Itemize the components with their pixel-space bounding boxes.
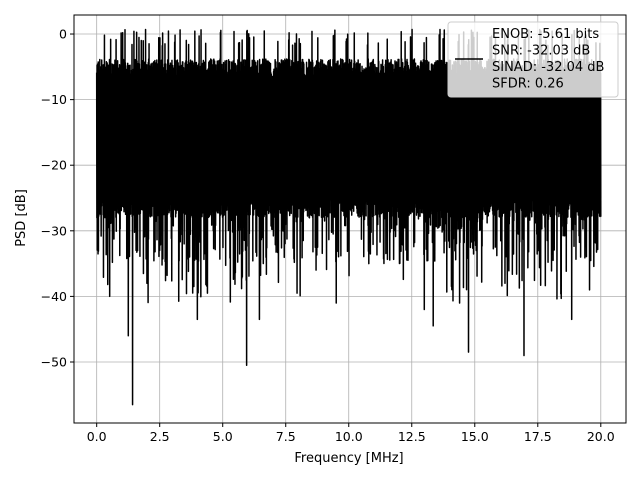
axes: 0.0 2.5 5.0 7.5 10.0 12.5 15.0 17.5 20.0 0 −10 −20 −… — [41, 14, 627, 444]
x-tick-label: 2.5 — [150, 429, 170, 444]
x-tick-label: 12.5 — [398, 429, 426, 444]
y-tick-label: −20 — [41, 158, 67, 173]
psd-series-line — [95, 28, 602, 406]
y-tick-label: −10 — [41, 92, 67, 107]
y-tick-label: −50 — [41, 354, 67, 369]
x-tick-label: 10.0 — [335, 429, 363, 444]
legend-entry-line: SFDR: 0.26 — [492, 77, 564, 92]
x-tick-label: 20.0 — [587, 429, 615, 444]
legend-entry-line: ENOB: -5.61 bits — [492, 27, 599, 42]
x-tick-label: 5.0 — [213, 429, 233, 444]
legend-box — [447, 21, 619, 98]
x-tick-label: 15.0 — [461, 429, 489, 444]
axes-frame — [73, 14, 627, 424]
legend-entry-line: SNR: -32.03 dB — [492, 44, 590, 59]
x-axis-label: Frequency [MHz] — [294, 451, 403, 466]
x-tick-label: 0.0 — [87, 429, 107, 444]
y-tick-label: −30 — [41, 223, 67, 238]
legend-entry-line: SINAD: -32.04 dB — [492, 60, 604, 75]
y-axis-label: PSD [dB] — [14, 189, 29, 247]
y-tick-label: −40 — [41, 289, 67, 304]
y-tick-label: 0 — [59, 27, 67, 42]
x-tick-label: 17.5 — [524, 429, 552, 444]
plot-area — [95, 28, 602, 406]
x-tick-label: 7.5 — [276, 429, 296, 444]
